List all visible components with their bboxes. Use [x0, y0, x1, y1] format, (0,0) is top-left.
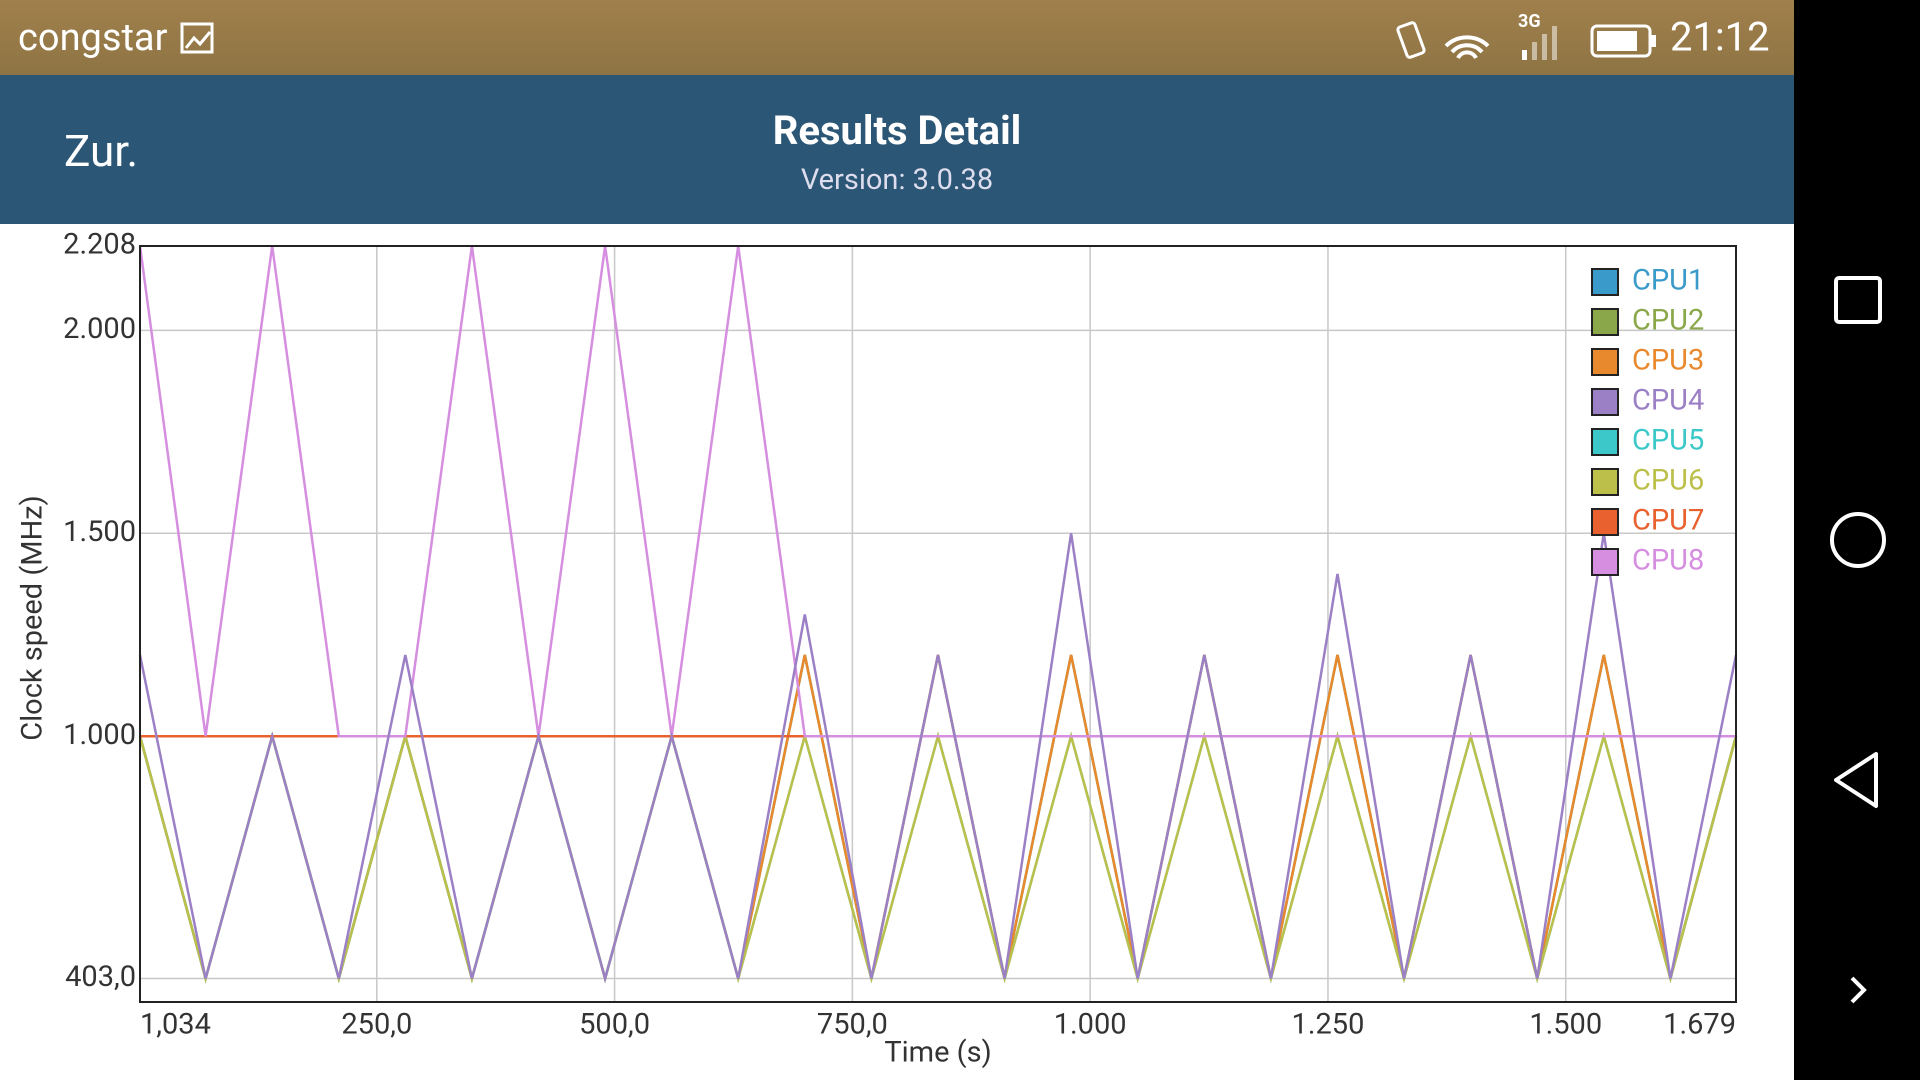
back-nav-button[interactable] [1834, 752, 1878, 808]
x-tick-label: 1.250 [1292, 1008, 1365, 1042]
legend-swatch [1591, 268, 1619, 296]
x-tick-label: 1.500 [1529, 1008, 1602, 1042]
y-tick-label: 2.208 [63, 228, 136, 262]
legend-label: CPU8 [1632, 544, 1704, 578]
legend-label: CPU5 [1632, 424, 1704, 458]
series-line [138, 245, 1736, 738]
y-tick-label: 1.500 [63, 515, 136, 549]
carrier: congstar [18, 16, 168, 60]
network-type: 3G [1518, 11, 1541, 32]
chart: Clock speed (MHz) Time (s) 403,0 1.000 1.5… [16, 228, 1738, 1070]
status-bar: congstar 3G 21:12 [0, 0, 1794, 75]
back-button[interactable]: Zur. [64, 125, 139, 177]
legend-label: CPU1 [1632, 264, 1704, 298]
legend-label: CPU7 [1632, 504, 1704, 538]
legend-label: CPU4 [1632, 384, 1704, 418]
recents-button[interactable] [1834, 276, 1882, 324]
clock: 21:12 [1670, 14, 1770, 61]
legend-swatch [1591, 428, 1619, 456]
app-bar: Zur. Results Detail Version: 3.0.38 [0, 75, 1794, 224]
plot-frame [139, 245, 1737, 1003]
x-tick-label: 1.679 [1663, 1008, 1736, 1042]
legend-swatch [1591, 308, 1619, 336]
legend-label: CPU2 [1632, 304, 1704, 338]
legend-swatch [1591, 468, 1619, 496]
x-tick-label: 500,0 [579, 1008, 650, 1042]
y-tick-label: 403,0 [65, 960, 136, 994]
screen-title: Results Detail [772, 107, 1022, 154]
x-axis-label: Time (s) [884, 1036, 991, 1070]
y-axis-label: Clock speed (MHz) [16, 495, 50, 741]
legend-swatch [1591, 348, 1619, 376]
series-line [138, 533, 1738, 984]
x-tick-label: 1,034 [140, 1008, 211, 1042]
image-icon [180, 22, 214, 54]
legend-swatch [1591, 388, 1619, 416]
y-tick-label: 2.000 [63, 312, 136, 346]
x-tick-label: 750,0 [817, 1008, 888, 1042]
legend-swatch [1591, 548, 1619, 576]
legend-label: CPU6 [1632, 464, 1704, 498]
nav-icons [1830, 276, 1886, 1004]
legend-label: CPU3 [1632, 344, 1704, 378]
legend-swatch [1591, 508, 1619, 536]
home-button[interactable] [1830, 512, 1886, 568]
expand-button[interactable] [1850, 976, 1867, 1004]
y-tick-label: 1.000 [63, 718, 136, 752]
status-icons: 3G 21:12 [1396, 11, 1770, 61]
plot-area [140, 246, 1736, 1002]
x-tick-label: 250,0 [341, 1008, 412, 1042]
navigation-bar [1794, 0, 1920, 1080]
screen-subtitle: Version: 3.0.38 [800, 163, 994, 197]
x-tick-label: 1.000 [1054, 1008, 1127, 1042]
